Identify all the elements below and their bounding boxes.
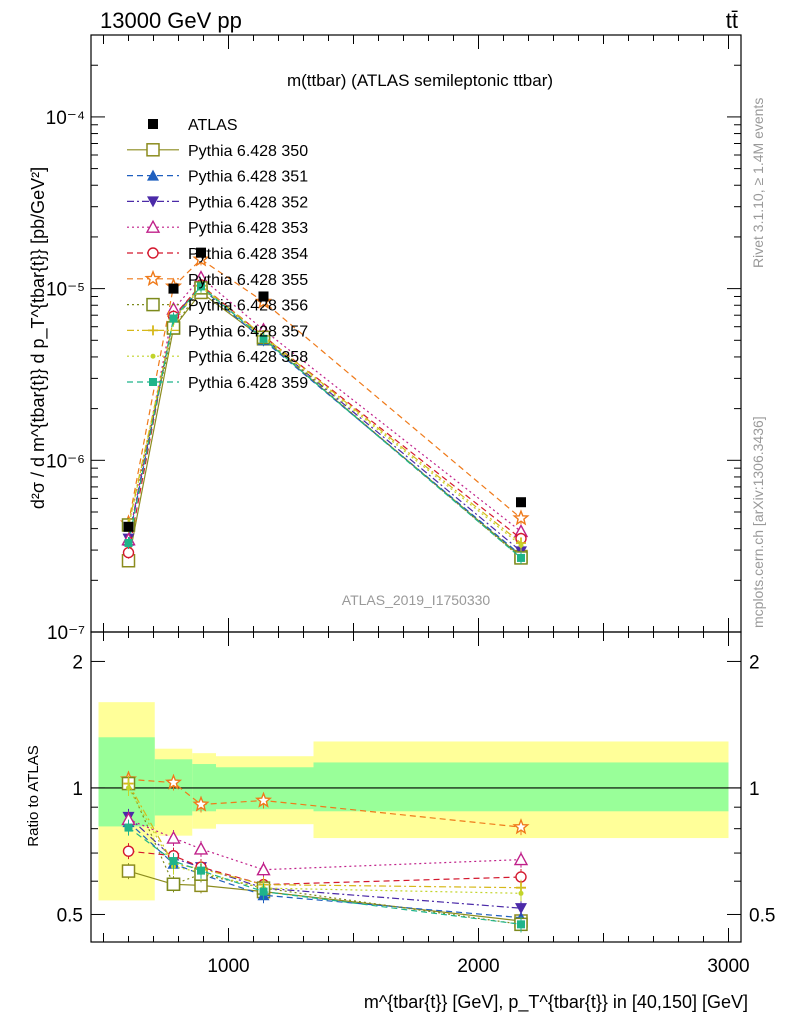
series-point-9 xyxy=(124,538,133,547)
side-note-rivet: Rivet 3.1.10, ≥ 1.4M events xyxy=(750,98,766,268)
series-point-9 xyxy=(197,282,205,291)
legend-marker-8 xyxy=(150,353,156,359)
legend-marker-7 xyxy=(148,325,158,336)
y-tick-label-ratio: 0.5 xyxy=(57,905,83,926)
y-tick-label-main: 10⁻⁷ xyxy=(47,623,85,644)
legend-marker-6 xyxy=(146,297,160,312)
analysis-id: ATLAS_2019_I1750330 xyxy=(342,592,491,608)
ratio-band-inner xyxy=(313,762,729,812)
series-point-5 xyxy=(192,250,210,267)
ratio-point-8 xyxy=(518,890,524,896)
series-point-4 xyxy=(122,546,135,559)
energy-label: 13000 GeV pp xyxy=(100,8,242,33)
y-tick-label-ratio-right: 0.5 xyxy=(749,905,775,926)
main-panel-series xyxy=(119,247,530,568)
ratio-line-4 xyxy=(128,850,522,886)
ratio-point-0 xyxy=(121,864,136,878)
ratio-point-5 xyxy=(192,795,210,812)
ratio-point-9 xyxy=(197,866,205,875)
series-point-9 xyxy=(259,334,268,343)
y-tick-label-ratio-right: 1 xyxy=(749,779,760,800)
legend-label-7: Pythia 6.428 357 xyxy=(188,323,308,340)
ratio-point-5 xyxy=(512,818,530,835)
legend-label-8: Pythia 6.428 358 xyxy=(188,349,308,366)
plot-title: m(ttbar) (ATLAS semileptonic ttbar) xyxy=(287,71,553,90)
reference-point xyxy=(196,247,206,258)
legend: ATLAS Pythia 6.428 350 Pythia 6.428 351 Pyt… xyxy=(127,117,308,392)
x-tick-label: 2000 xyxy=(457,956,499,977)
legend-marker-9 xyxy=(149,378,157,386)
ratio-point-3 xyxy=(256,862,271,876)
ratio-point-2 xyxy=(515,903,527,915)
ratio-point-3 xyxy=(166,830,181,844)
axes-ticks: 1000 2000 3000 10⁻⁷ 10⁻⁶ 10⁻⁵ 10⁻⁴ 0.5 0.5 1 1 2 2 xyxy=(46,35,775,977)
ratio-point-3 xyxy=(513,852,529,866)
series-point-8 xyxy=(518,542,524,548)
ratio-point-9 xyxy=(169,857,178,866)
ratio-point-8 xyxy=(126,785,131,791)
reference-point xyxy=(123,521,134,532)
y-tick-label-main: 10⁻⁴ xyxy=(46,108,85,129)
ratio-line-8 xyxy=(127,787,522,894)
reference-point xyxy=(516,497,526,508)
side-note-site: mcplots.cern.ch [arXiv:1306.3436] xyxy=(750,416,766,628)
legend-label-2: Pythia 6.428 352 xyxy=(188,194,308,211)
series-point-9 xyxy=(517,553,525,562)
ratio-line-3 xyxy=(128,818,522,871)
x-tick-label: 1000 xyxy=(207,956,249,977)
y-axis-label-ratio: Ratio to ATLAS xyxy=(25,745,42,846)
legend-marker-4 xyxy=(147,247,159,259)
y-tick-label-ratio: 2 xyxy=(72,652,83,673)
legend-label-reference: ATLAS xyxy=(188,117,238,134)
reference-point xyxy=(168,283,179,294)
ratio-point-5 xyxy=(254,791,273,808)
legend-marker-2 xyxy=(147,196,159,208)
x-axis-label: m^{tbar{t}} [GeV], p_T^{tbar{t}} in [40,… xyxy=(364,992,748,1013)
series-point-5 xyxy=(512,509,530,526)
legend-marker-0 xyxy=(146,143,160,157)
ratio-line-7 xyxy=(127,783,522,889)
ratio-line-6 xyxy=(127,783,522,925)
ratio-point-9 xyxy=(259,887,268,896)
y-tick-label-ratio-right: 2 xyxy=(749,652,760,673)
series-point-9 xyxy=(169,314,178,323)
legend-label-5: Pythia 6.428 355 xyxy=(188,272,308,289)
ratio-point-9 xyxy=(124,823,133,832)
y-tick-label-ratio: 1 xyxy=(72,779,83,800)
legend-marker-3 xyxy=(145,219,161,233)
series-line-8 xyxy=(127,286,522,546)
ratio-panel-series xyxy=(119,770,530,933)
series-line-3 xyxy=(127,276,522,540)
y-tick-label-main: 10⁻⁶ xyxy=(46,451,85,472)
legend-label-1: Pythia 6.428 351 xyxy=(188,169,308,186)
ratio-point-6 xyxy=(166,877,181,892)
y-tick-label-main: 10⁻⁵ xyxy=(46,280,85,301)
ratio-uncertainty-bands xyxy=(91,702,741,901)
series-line-5 xyxy=(127,258,522,524)
ratio-line-9 xyxy=(128,827,522,925)
x-tick-label: 3000 xyxy=(707,956,749,977)
reference-point xyxy=(258,291,269,302)
ratio-point-9 xyxy=(517,920,525,929)
legend-label-4: Pythia 6.428 354 xyxy=(188,246,308,263)
legend-marker-reference xyxy=(148,119,158,129)
legend-label-9: Pythia 6.428 359 xyxy=(188,375,308,392)
process-label: tt̄ xyxy=(726,8,738,33)
legend-marker-1 xyxy=(147,169,159,181)
legend-marker-5 xyxy=(144,269,162,287)
ratio-point-4 xyxy=(122,845,135,857)
legend-label-6: Pythia 6.428 356 xyxy=(188,298,308,315)
legend-label-0: Pythia 6.428 350 xyxy=(188,143,308,160)
legend-label-3: Pythia 6.428 353 xyxy=(188,220,308,237)
ratio-point-5 xyxy=(164,773,183,790)
ratio-panel-frame xyxy=(90,631,742,943)
y-axis-label-main: d²σ / d m^{tbar{t}} d p_T^{tbar{t}} [pb/… xyxy=(28,167,49,509)
ratio-point-3 xyxy=(193,841,209,855)
